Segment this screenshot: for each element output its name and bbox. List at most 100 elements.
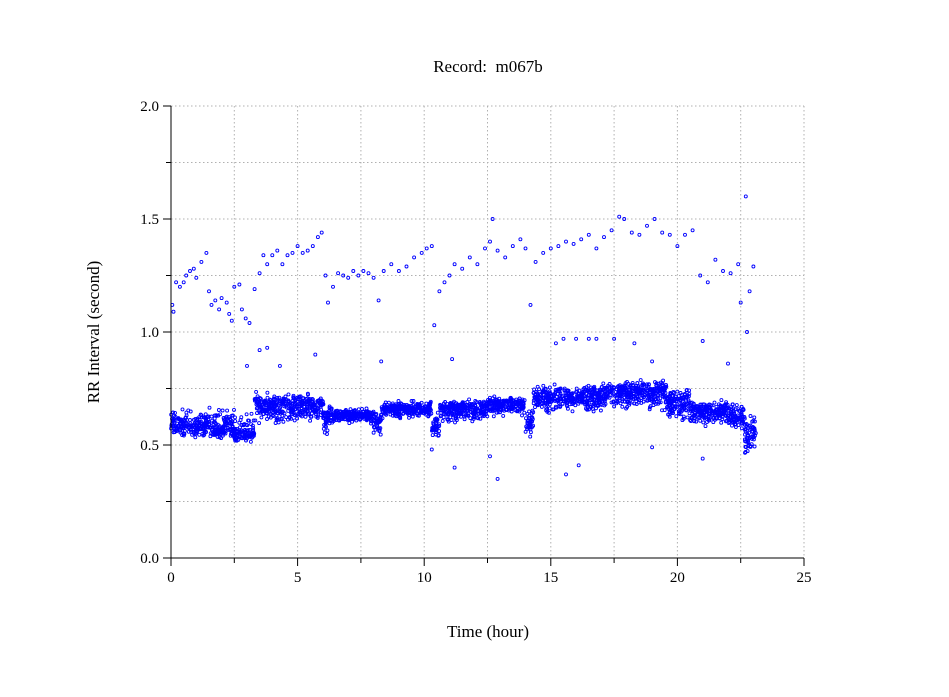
data-point [748, 414, 753, 418]
data-point [427, 401, 432, 406]
data-point [752, 415, 757, 420]
data-point [219, 296, 224, 301]
data-point [698, 418, 703, 423]
data-point [181, 425, 186, 430]
data-point [371, 275, 376, 280]
data-point [730, 423, 734, 428]
data-point [197, 422, 202, 427]
data-point [346, 275, 351, 280]
data-point [422, 404, 427, 409]
data-point [396, 399, 401, 403]
data-point [224, 300, 229, 305]
data-point [201, 427, 206, 432]
x-tick-label: 15 [543, 570, 558, 586]
data-point [261, 253, 266, 258]
data-point [459, 414, 463, 419]
data-point [370, 412, 375, 417]
data-point [370, 410, 375, 415]
data-point [565, 404, 570, 409]
data-point [685, 415, 690, 420]
x-tick-label: 20 [670, 570, 685, 586]
data-point [698, 273, 703, 278]
data-point [620, 404, 625, 409]
data-point [176, 416, 181, 421]
data-point [557, 389, 562, 394]
data-point [645, 223, 649, 228]
data-point [719, 420, 724, 425]
data-point [737, 408, 741, 413]
data-point [435, 410, 440, 415]
data-point [177, 284, 182, 289]
data-point [743, 194, 748, 199]
data-point [648, 388, 653, 393]
data-point [284, 403, 288, 408]
data-point [704, 412, 709, 417]
data-point [513, 399, 518, 404]
data-point [712, 400, 717, 405]
data-point [220, 433, 225, 438]
data-point [315, 235, 320, 240]
data-point [411, 402, 416, 407]
data-point [199, 415, 204, 420]
data-point [571, 401, 576, 406]
data-point [743, 426, 748, 431]
data-point [627, 399, 632, 404]
data-point [445, 404, 450, 409]
data-point [607, 395, 612, 400]
data-point [560, 401, 565, 406]
data-point [533, 259, 538, 264]
data-point [528, 434, 533, 439]
data-point [691, 402, 696, 407]
data-point [389, 262, 394, 267]
data-point [300, 250, 305, 255]
data-point [229, 318, 234, 323]
data-point [598, 408, 603, 413]
data-point [469, 402, 474, 407]
data-point [437, 289, 442, 294]
data-point [699, 406, 704, 411]
data-point [271, 408, 276, 412]
data-point [532, 387, 537, 392]
data-point [391, 413, 395, 418]
data-point [209, 302, 214, 307]
data-point [312, 402, 317, 407]
data-point [431, 421, 436, 426]
data-point [507, 405, 511, 410]
data-point [241, 422, 246, 427]
data-point [401, 403, 406, 408]
data-point [586, 389, 591, 394]
data-point [290, 409, 295, 414]
data-point [208, 431, 213, 436]
data-point [733, 425, 738, 429]
data-point [253, 418, 258, 423]
data-point [710, 415, 715, 420]
data-point [491, 405, 496, 410]
data-point [440, 419, 445, 423]
data-point [339, 416, 344, 421]
data-point [477, 400, 482, 405]
data-point [653, 380, 657, 385]
data-point [566, 388, 571, 393]
data-point [233, 415, 237, 420]
data-point [468, 407, 473, 412]
data-point [611, 399, 616, 404]
data-point [419, 400, 424, 405]
data-point [501, 413, 506, 418]
data-point [722, 410, 727, 415]
data-point [743, 450, 748, 454]
data-point [638, 378, 643, 383]
data-point [470, 419, 475, 424]
data-point [201, 426, 206, 431]
data-point [313, 410, 318, 415]
data-point [557, 387, 562, 392]
data-point [654, 397, 659, 402]
data-point [483, 246, 487, 251]
data-point [315, 414, 320, 419]
data-point [221, 416, 226, 420]
data-point [734, 414, 739, 419]
data-point [411, 399, 416, 403]
data-point [183, 418, 187, 423]
data-point [752, 444, 757, 449]
data-point [727, 411, 732, 416]
